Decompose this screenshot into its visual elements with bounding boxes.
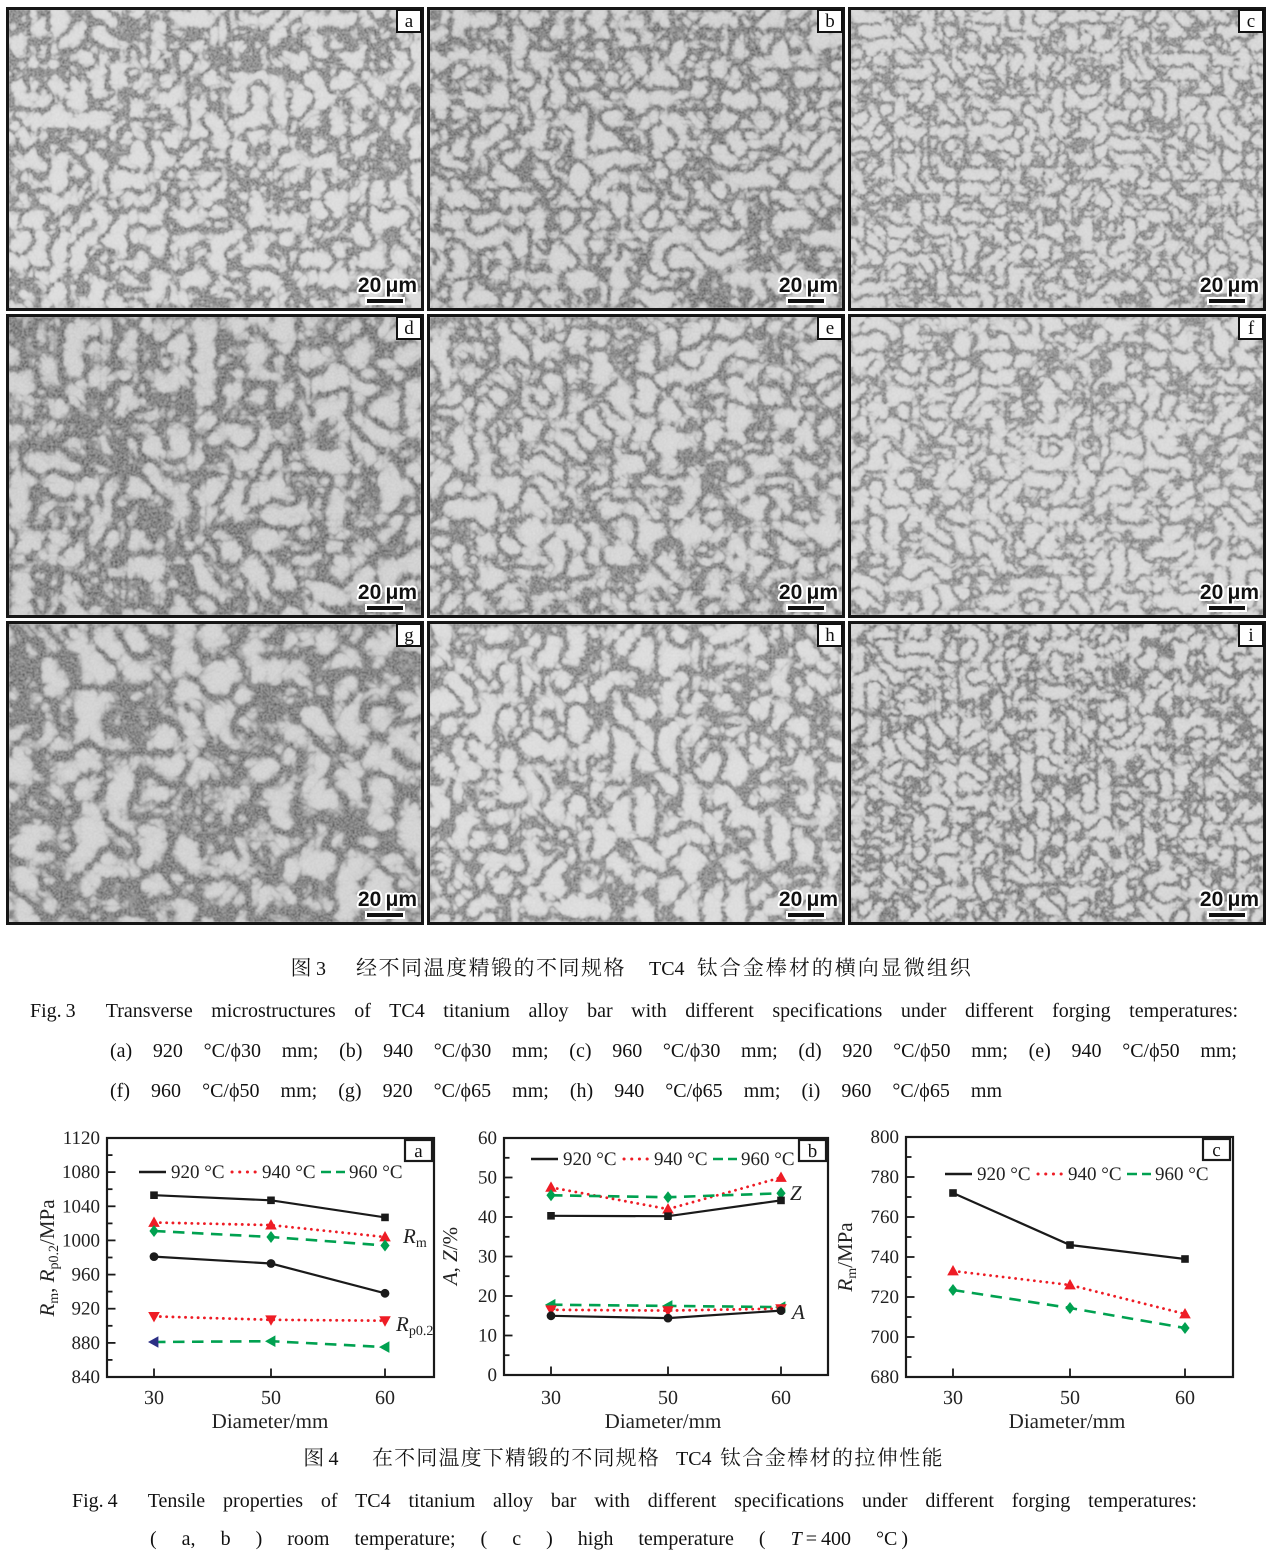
svg-text:880: 880 [72, 1333, 101, 1354]
svg-text:Diameter/mm: Diameter/mm [605, 1409, 722, 1433]
svg-text:50: 50 [658, 1387, 678, 1409]
svg-text:Rm: Rm [402, 1224, 427, 1251]
svg-text:720: 720 [871, 1287, 900, 1308]
svg-text:960 °C: 960 °C [349, 1162, 403, 1183]
svg-text:960: 960 [72, 1265, 101, 1286]
svg-text:Rm, Rp0.2/MPa: Rm, Rp0.2/MPa [35, 1199, 62, 1318]
svg-text:960 °C: 960 °C [1155, 1164, 1209, 1185]
svg-text:TC4: TC4 [649, 958, 685, 980]
svg-text:800: 800 [871, 1127, 900, 1148]
svg-text:30: 30 [478, 1247, 497, 1268]
svg-text:0: 0 [488, 1365, 498, 1386]
svg-text:920 °C: 920 °C [977, 1164, 1031, 1185]
svg-text:940 °C: 940 °C [262, 1162, 316, 1183]
svg-text:Rp0.2: Rp0.2 [395, 1312, 433, 1339]
svg-text:10: 10 [478, 1326, 497, 1347]
svg-text:840: 840 [72, 1367, 101, 1388]
svg-text:Z: Z [790, 1181, 802, 1205]
svg-text:20: 20 [478, 1286, 497, 1307]
svg-text:940 °C: 940 °C [1068, 1164, 1122, 1185]
svg-text:920: 920 [72, 1299, 101, 1320]
svg-text:A, Z/%: A, Z/% [438, 1227, 462, 1287]
svg-text:1080: 1080 [62, 1162, 100, 1183]
svg-text:3: 3 [316, 958, 326, 980]
svg-text:920 °C: 920 °C [563, 1149, 617, 1170]
svg-text:a: a [414, 1141, 423, 1162]
svg-text:1040: 1040 [62, 1196, 100, 1217]
svg-text:60: 60 [478, 1128, 497, 1149]
svg-text:960 °C: 960 °C [741, 1149, 795, 1170]
svg-text:Diameter/mm: Diameter/mm [1009, 1409, 1126, 1433]
svg-text:TC4: TC4 [676, 1448, 712, 1470]
svg-text:60: 60 [375, 1387, 395, 1409]
svg-text:940 °C: 940 °C [654, 1149, 708, 1170]
svg-text:920 °C: 920 °C [171, 1162, 225, 1183]
svg-text:Diameter/mm: Diameter/mm [212, 1409, 329, 1433]
svg-text:760: 760 [871, 1207, 900, 1228]
svg-text:30: 30 [144, 1387, 164, 1409]
svg-text:30: 30 [943, 1387, 963, 1409]
svg-text:60: 60 [1175, 1387, 1195, 1409]
svg-text:c: c [1212, 1140, 1220, 1161]
svg-text:60: 60 [771, 1387, 791, 1409]
svg-text:b: b [808, 1141, 818, 1162]
svg-text:A: A [790, 1300, 805, 1324]
svg-text:700: 700 [871, 1327, 900, 1348]
svg-text:740: 740 [871, 1247, 900, 1268]
svg-text:50: 50 [261, 1387, 281, 1409]
svg-text:Rm/MPa: Rm/MPa [833, 1222, 860, 1293]
svg-text:1000: 1000 [62, 1230, 100, 1251]
svg-text:50: 50 [478, 1168, 497, 1189]
svg-text:30: 30 [541, 1387, 561, 1409]
svg-text:40: 40 [478, 1207, 497, 1228]
svg-text:680: 680 [871, 1367, 900, 1388]
svg-text:1120: 1120 [63, 1128, 100, 1149]
svg-text:4: 4 [329, 1448, 339, 1470]
svg-text:780: 780 [871, 1167, 900, 1188]
svg-text:50: 50 [1060, 1387, 1080, 1409]
